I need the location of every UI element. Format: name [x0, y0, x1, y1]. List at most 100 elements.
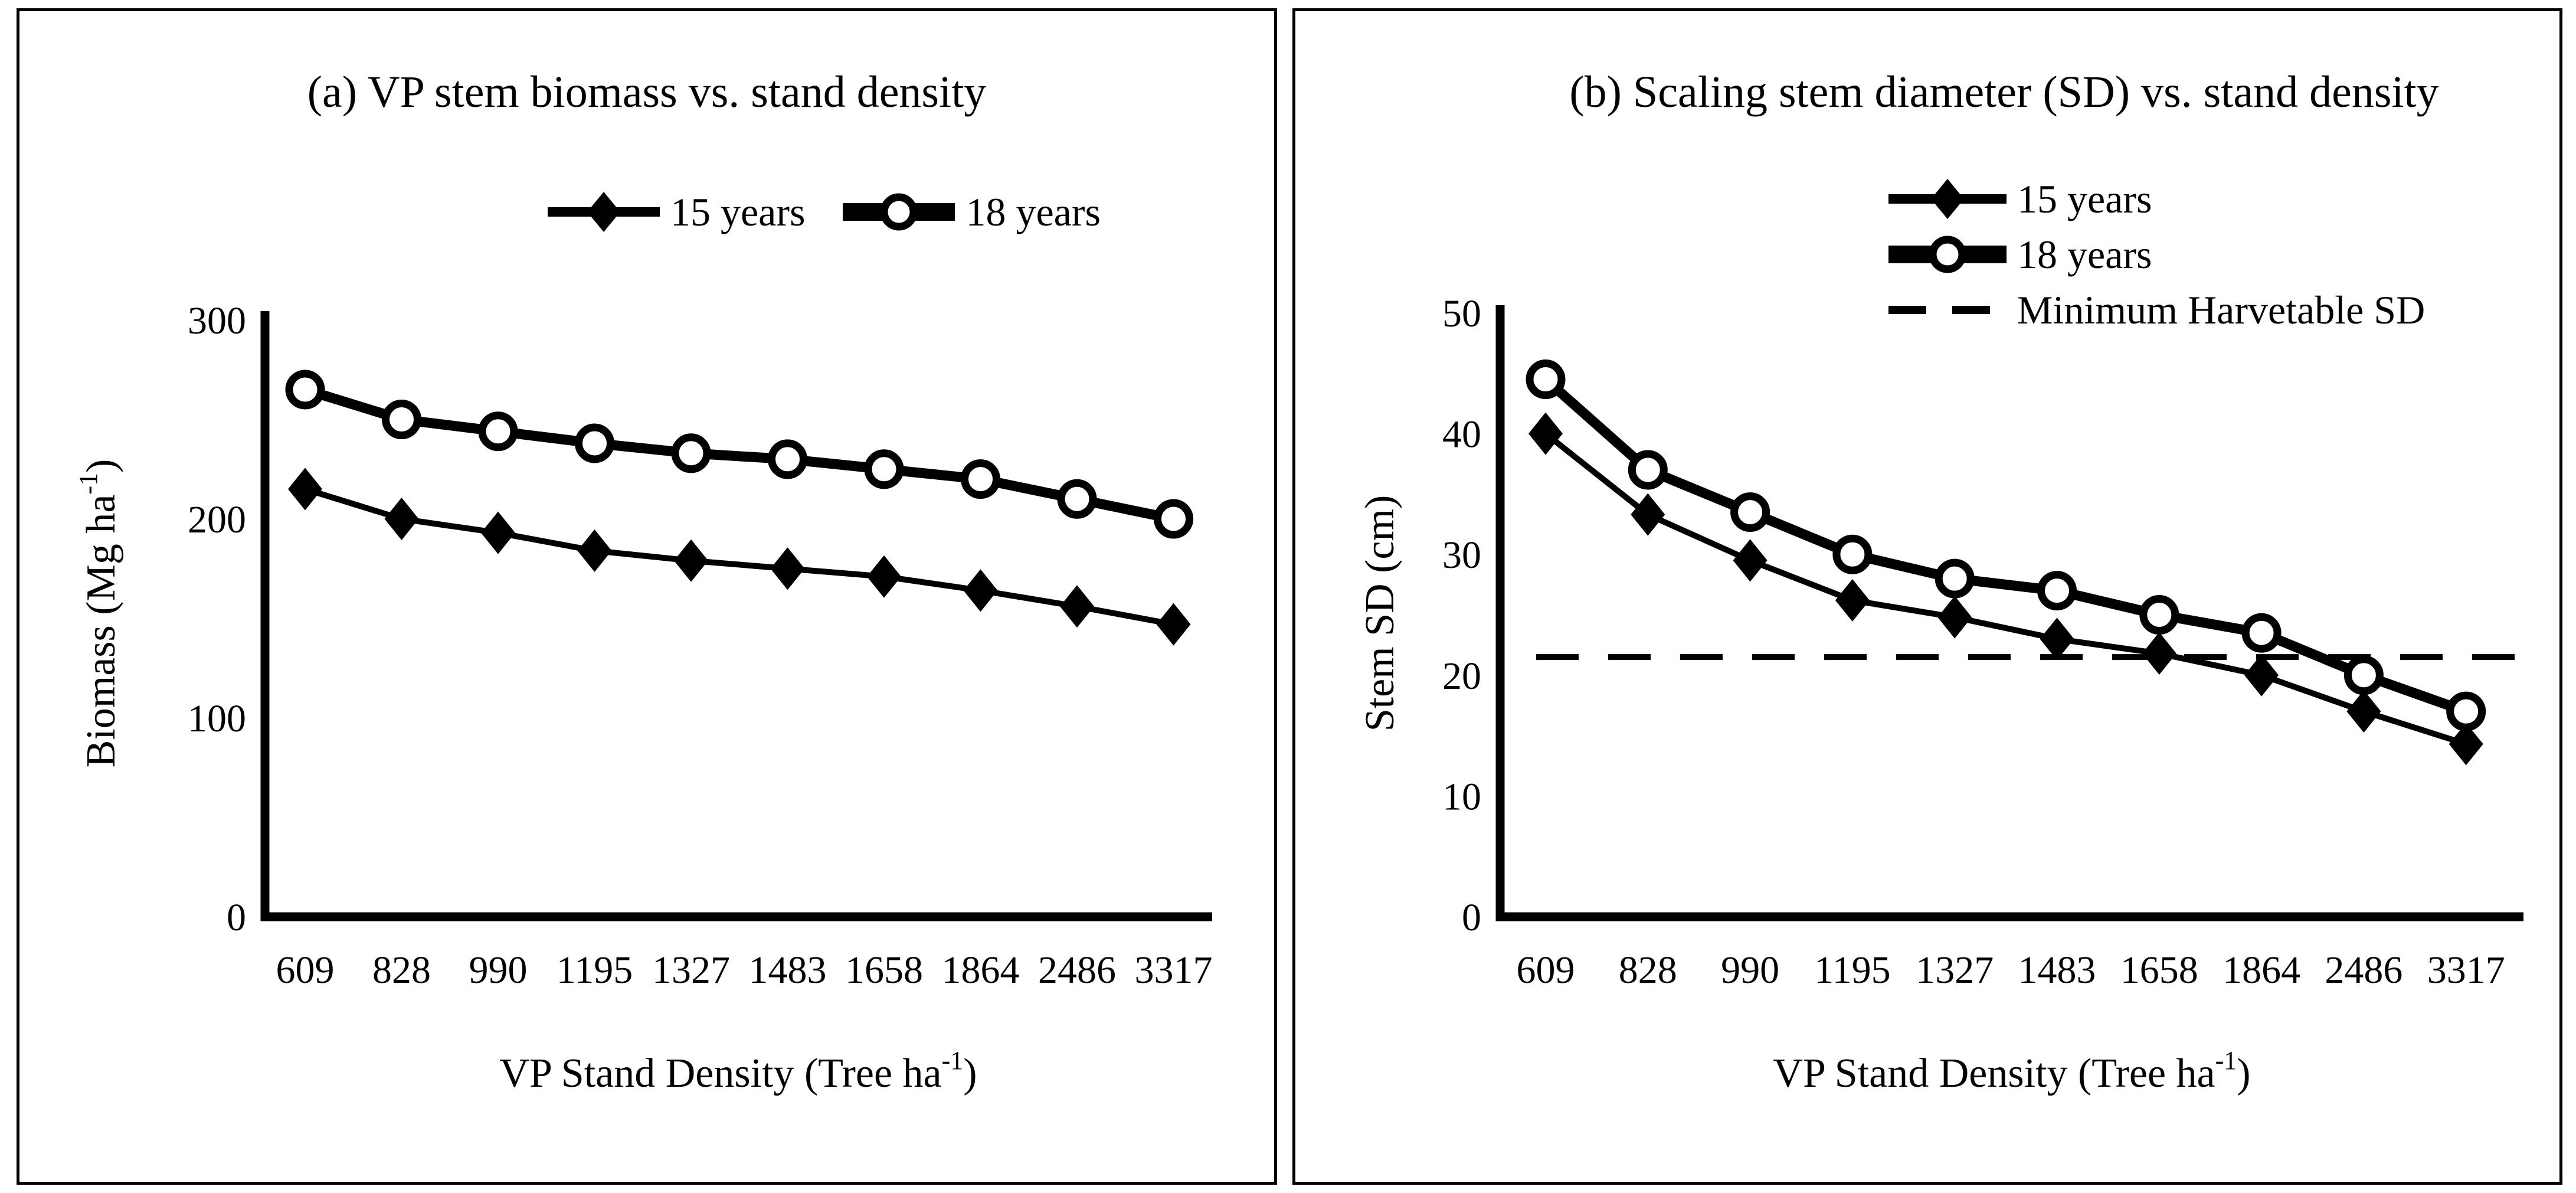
legend-item-18-years: 18 years	[843, 188, 1101, 236]
y-tick-label: 0	[227, 896, 246, 939]
y-tick-label: 40	[1442, 413, 1481, 456]
panel-a-title: (a) VP stem biomass vs. stand density	[19, 67, 1274, 117]
data-point-filled-diamond	[1060, 585, 1094, 628]
data-point-open-circle	[478, 411, 518, 452]
data-point-filled-diamond	[1156, 603, 1191, 646]
xaxis-label-sup: -1	[2215, 1046, 2237, 1075]
data-point-filled-diamond	[2346, 690, 2381, 733]
data-point-filled-diamond	[674, 539, 708, 582]
data-point-open-circle	[671, 433, 711, 473]
data-point-filled-diamond	[1835, 578, 1870, 622]
xaxis-label-close: )	[2237, 1051, 2251, 1096]
x-tick-label: 828	[1619, 949, 1677, 992]
yaxis-label-sup: -1	[74, 472, 103, 495]
panel-a-xaxis-label: VP Stand Density (Tree ha-1)	[266, 1045, 1210, 1097]
yaxis-label-text: Biomass (Mg ha	[78, 494, 124, 768]
x-tick-label: 3317	[2427, 949, 2505, 992]
data-point-open-circle	[2139, 595, 2179, 635]
legend-label-18-years: 18 years	[965, 189, 1101, 234]
data-point-filled-diamond	[1528, 412, 1563, 455]
x-tick-label: 1658	[2120, 949, 2198, 992]
panel-b-stem-diameter-chart: 0 10 20 30 40 50 609 828 990 1195 1327 1483 1658 1864…	[1292, 8, 2562, 1185]
data-point-open-circle	[382, 400, 421, 439]
data-point-filled-diamond	[288, 468, 322, 511]
data-point-filled-diamond	[1631, 493, 1665, 536]
xaxis-label-text: VP Stand Density (Tree ha	[499, 1051, 942, 1096]
panel-a-legend: 15 years 18 years	[548, 188, 1101, 236]
data-point-open-circle	[768, 439, 807, 479]
data-point-filled-diamond	[1937, 596, 1972, 639]
data-point-open-circle	[1730, 492, 1770, 532]
data-point-open-circle	[2037, 571, 2077, 611]
open-circle-line-icon	[1888, 236, 2007, 273]
x-tick-label: 990	[469, 949, 528, 992]
data-point-open-circle	[1526, 359, 1566, 400]
axis-lines	[260, 311, 1212, 921]
yaxis-label-close: )	[78, 459, 124, 473]
panel-a-yaxis-label: Biomass (Mg ha-1)	[73, 259, 127, 968]
x-tick-label: 609	[276, 949, 335, 992]
y-tick-label: 100	[188, 697, 246, 740]
legend-label-min-harvestable-sd: Minimum Harvetable SD	[2017, 287, 2426, 332]
data-point-open-circle	[961, 459, 1000, 499]
data-point-filled-diamond	[2244, 653, 2279, 697]
y-tick-label: 20	[1442, 655, 1481, 698]
y-tick-label: 200	[188, 498, 246, 541]
panel-b-title: (b) Scaling stem diameter (SD) vs. stand…	[1295, 67, 2559, 117]
panel-b-xaxis-label: VP Stand Density (Tree ha-1)	[1540, 1045, 2484, 1097]
x-tick-label: 990	[1721, 949, 1779, 992]
y-tick-label: 10	[1442, 775, 1481, 818]
y-tick-label: 50	[1442, 292, 1481, 335]
data-point-filled-diamond	[770, 547, 805, 590]
data-point-open-circle	[1935, 558, 1975, 599]
data-point-filled-diamond	[867, 555, 901, 598]
panel-b-yaxis-label: Stem SD (cm)	[1357, 259, 1411, 968]
series-line-18-years	[303, 384, 1175, 524]
data-point-open-circle	[2241, 613, 2282, 653]
series-line-15-years	[1543, 431, 2467, 747]
x-tick-label: 1195	[557, 949, 633, 992]
data-point-filled-diamond	[1733, 539, 1767, 582]
series-line-18-years	[1542, 375, 2468, 717]
x-tick-label: 2486	[1038, 949, 1116, 992]
data-point-open-circle	[1154, 499, 1193, 539]
legend-label-15-years: 15 years	[670, 189, 806, 234]
panel-b-inner: 0 10 20 30 40 50 609 828 990 1195 1327 1483 1658 1864…	[1295, 11, 2559, 1182]
dashed-line-icon	[1888, 306, 2007, 314]
data-point-open-circle	[1832, 534, 1873, 574]
x-tick-label: 828	[372, 949, 431, 992]
series-line-15-years	[304, 486, 1174, 627]
x-tick-label: 1327	[652, 949, 730, 992]
x-tick-label: 1483	[2018, 949, 2096, 992]
legend-item-min-harvestable-sd: Minimum Harvetable SD	[1888, 286, 2425, 334]
data-point-open-circle	[285, 370, 325, 410]
x-tick-label: 1483	[749, 949, 827, 992]
y-tick-label: 300	[188, 299, 246, 342]
x-tick-label: 2486	[2325, 949, 2402, 992]
data-point-filled-diamond	[384, 498, 419, 540]
x-tick-label: 609	[1517, 949, 1575, 992]
data-point-filled-diamond	[2040, 617, 2074, 661]
x-tick-label: 1864	[2223, 949, 2300, 992]
panel-b-title-text: (b) Scaling stem diameter (SD) vs. stand…	[1569, 67, 2439, 117]
panel-a-inner: 0 100 200 300 609 828 990 1195 1327 1483 1658 1864 2…	[19, 11, 1274, 1182]
data-point-open-circle	[2446, 691, 2486, 731]
data-point-open-circle	[1628, 450, 1668, 490]
filled-diamond-line-icon	[548, 192, 660, 232]
xaxis-label-sup: -1	[941, 1046, 964, 1075]
legend-item-18-years: 18 years	[1888, 231, 2425, 278]
xaxis-label-close: )	[963, 1051, 977, 1096]
filled-diamond-line-icon	[1888, 179, 2007, 219]
data-point-open-circle	[575, 423, 614, 463]
panel-a-title-text: (a) VP stem biomass vs. stand density	[307, 67, 987, 117]
biomass-chart-plot: 0 100 200 300 609 828 990 1195 1327 1483 1658 1864 2…	[188, 299, 1213, 992]
axis-lines	[1495, 305, 2523, 921]
x-tick-label: 3317	[1135, 949, 1213, 992]
open-circle-line-icon	[843, 193, 955, 231]
stem-sd-chart-plot: 0 10 20 30 40 50 609 828 990 1195 1327 1483 1658 1864…	[1442, 292, 2523, 992]
x-tick-label: 1864	[942, 949, 1020, 992]
legend-label-15-years: 15 years	[2017, 176, 2152, 221]
x-tick-label: 1658	[845, 949, 923, 992]
y-tick-label: 30	[1442, 534, 1481, 577]
